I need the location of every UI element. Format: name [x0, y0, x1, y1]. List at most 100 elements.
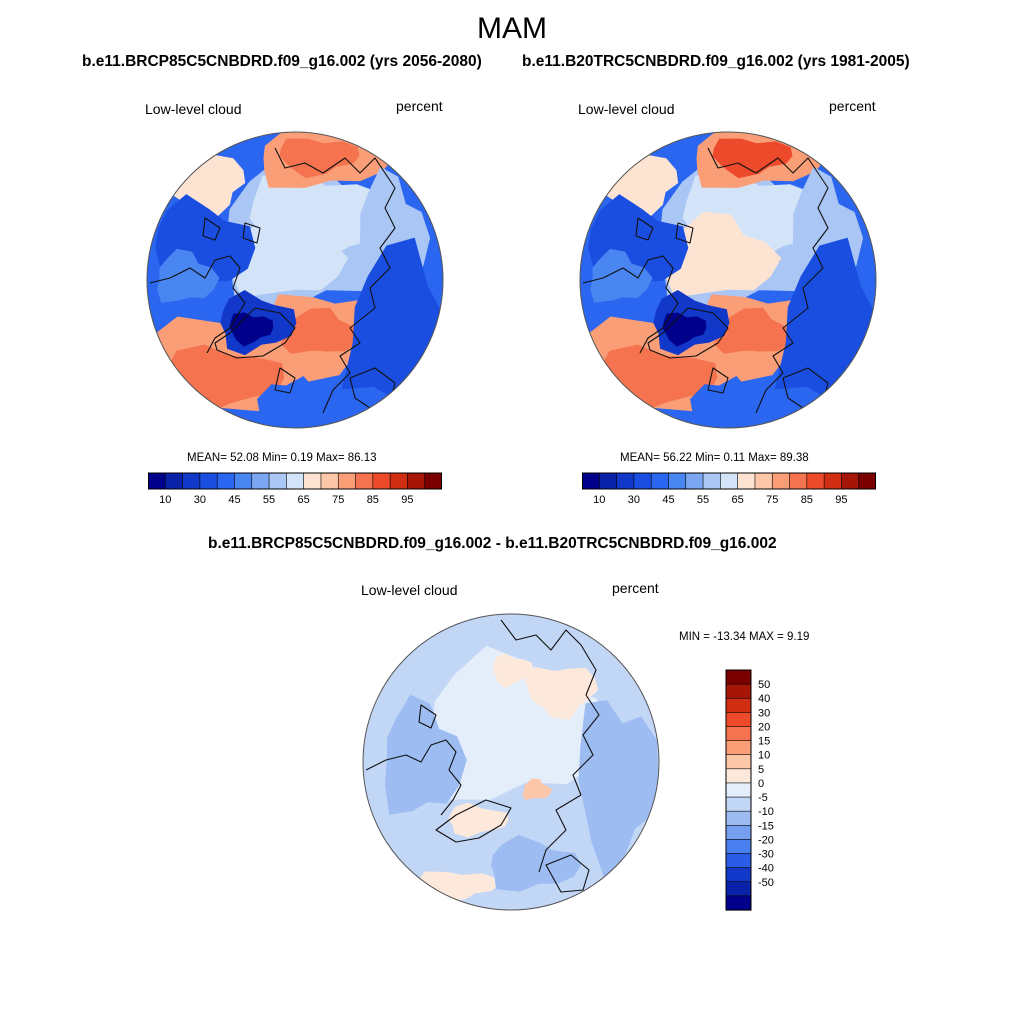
panel1-units-label: percent [396, 98, 443, 114]
map-field [363, 614, 659, 910]
cloud-region [491, 834, 582, 892]
colorbar-box [725, 754, 752, 770]
colorbar-box [725, 796, 752, 812]
colorbar-box [668, 472, 687, 490]
coastline [274, 367, 296, 394]
coastline [675, 222, 694, 244]
colorbar-tick-label: 30 [758, 707, 770, 719]
colorbar-tick-label: 10 [159, 494, 172, 506]
panel1-variable-label: Low-level cloud [145, 101, 242, 117]
run-a-title: b.e11.BRCP85C5CNBDRD.f09_g16.002 (yrs 20… [82, 53, 482, 70]
coastline [274, 147, 396, 414]
coastline [707, 147, 829, 414]
colorbar-frame [725, 669, 752, 911]
colorbar-box [725, 712, 752, 728]
panel2-colorbar-ticks: 10 30 45 55 65 75 85 95 [582, 494, 876, 510]
coastline [435, 799, 512, 843]
colorbar-tick-label: 95 [401, 494, 414, 506]
figure-title: MAM [477, 12, 547, 45]
coastline [647, 307, 729, 359]
panel2-colorbar [582, 472, 876, 490]
colorbar-box [633, 472, 652, 490]
colorbar-box [725, 768, 752, 784]
colorbar-box [148, 472, 166, 490]
colorbar-box [725, 810, 752, 826]
colorbar-box [268, 472, 288, 490]
colorbar-box [389, 472, 409, 490]
cloud-region [279, 138, 360, 179]
cloud-region [432, 645, 613, 800]
colorbar-box [598, 472, 618, 490]
colorbar-box [789, 472, 808, 490]
colorbar-box [286, 472, 305, 490]
coastline [242, 222, 261, 244]
colorbar-tick-label: 20 [758, 721, 770, 733]
colorbar-box [355, 472, 374, 490]
colorbar-box [725, 683, 752, 699]
cloud-region [522, 778, 553, 800]
colorbar-box [407, 472, 426, 490]
cloud-region [232, 211, 349, 298]
coastline [202, 217, 221, 241]
cloud-region [690, 384, 833, 428]
colorbar-tick-label: 10 [758, 750, 770, 762]
colorbar-tick-label: 75 [766, 494, 779, 506]
colorbar-box [303, 472, 322, 490]
panel2-variable-label: Low-level cloud [578, 101, 675, 117]
colorbar-box [725, 839, 752, 855]
coastline [500, 619, 600, 873]
colorbar-box [725, 669, 752, 685]
colorbar-tick-label: 85 [800, 494, 813, 506]
colorbar-tick-label: 85 [366, 494, 379, 506]
colorbar-tick-label: -15 [758, 820, 774, 832]
cloud-region [257, 384, 400, 428]
panel2-stats: MEAN= 56.22 Min= 0.11 Max= 89.38 [620, 452, 809, 464]
colorbar-box [823, 472, 843, 490]
map-boundary [146, 131, 444, 429]
colorbar-box [702, 472, 722, 490]
colorbar-tick-label: 5 [758, 764, 764, 776]
coastline [635, 217, 654, 241]
panel3-map [362, 613, 660, 911]
colorbar-box [424, 472, 442, 490]
colorbar-tick-label: 55 [262, 494, 276, 506]
colorbar-box [725, 697, 752, 713]
colorbar-box [251, 472, 270, 490]
map-field [580, 132, 876, 428]
colorbar-tick-label: 95 [835, 494, 848, 506]
panel2-units-label: percent [829, 98, 876, 114]
cloud-region [665, 211, 782, 298]
colorbar-tick-label: -5 [758, 792, 768, 804]
colorbar-box [841, 472, 860, 490]
cloud-region [525, 667, 599, 720]
colorbar-tick-label: -50 [758, 877, 774, 889]
colorbar-box [720, 472, 739, 490]
colorbar-tick-label: 30 [627, 494, 640, 506]
colorbar-box [182, 472, 201, 490]
diff-title: b.e11.BRCP85C5CNBDRD.f09_g16.002 - b.e11… [208, 535, 777, 552]
coastline [582, 255, 679, 354]
cloud-region [157, 248, 220, 303]
colorbar-box [685, 472, 704, 490]
coastline [707, 367, 729, 394]
cloud-region [662, 312, 707, 347]
colorbar-tick-label: 50 [758, 679, 770, 691]
cloud-region [713, 307, 797, 354]
colorbar-tick-label: -40 [758, 863, 774, 875]
colorbar-tick-label: 75 [332, 494, 345, 506]
colorbar-tick-label: 0 [758, 778, 764, 790]
colorbar-box [164, 472, 184, 490]
coastline [214, 307, 296, 359]
map-boundary [362, 613, 660, 911]
colorbar-box [806, 472, 825, 490]
colorbar-box [337, 472, 357, 490]
colorbar-box [725, 726, 752, 742]
coastline [545, 854, 590, 893]
colorbar-tick-label: 10 [593, 494, 606, 506]
colorbar-box [216, 472, 236, 490]
cloud-region [229, 312, 274, 347]
cloud-region [578, 700, 659, 880]
colorbar-tick-label: 45 [662, 494, 675, 506]
cloud-region [492, 653, 533, 689]
